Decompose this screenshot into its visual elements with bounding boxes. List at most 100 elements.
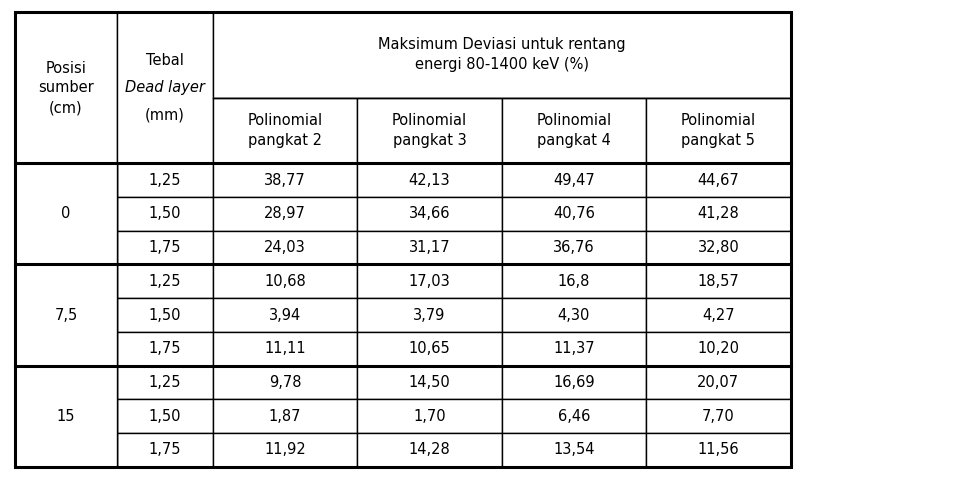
Bar (357, 231, 502, 264)
Bar (117, 163, 213, 197)
Bar (15, 366, 117, 399)
Bar (15, 399, 117, 433)
Text: 15: 15 (57, 408, 75, 424)
Bar (15, 197, 117, 231)
Text: 10,20: 10,20 (697, 341, 740, 356)
Text: 3,94: 3,94 (268, 307, 302, 323)
Text: 13,54: 13,54 (553, 442, 594, 457)
Bar (213, 98, 357, 163)
Text: 18,57: 18,57 (698, 274, 739, 289)
Bar (646, 399, 791, 433)
Text: Polinomial
pangkat 2: Polinomial pangkat 2 (248, 113, 322, 148)
Text: 1,75: 1,75 (148, 442, 182, 457)
Text: 49,47: 49,47 (553, 173, 594, 188)
Bar (15, 12, 117, 163)
Bar (357, 332, 502, 366)
Text: Dead layer: Dead layer (125, 81, 205, 95)
Bar (213, 366, 357, 399)
Bar (646, 433, 791, 467)
Bar (15, 298, 117, 332)
Bar (117, 366, 213, 399)
Bar (646, 366, 791, 399)
Text: 4,27: 4,27 (702, 307, 735, 323)
Text: 11,11: 11,11 (264, 341, 305, 356)
Bar (646, 98, 791, 163)
Bar (117, 433, 213, 467)
Bar (15, 264, 117, 366)
Text: 32,80: 32,80 (698, 240, 739, 255)
Text: 7,70: 7,70 (702, 408, 735, 424)
Text: 34,66: 34,66 (409, 206, 450, 222)
Text: 1,25: 1,25 (148, 375, 182, 390)
Bar (213, 399, 357, 433)
Text: 1,25: 1,25 (148, 274, 182, 289)
Text: 6,46: 6,46 (557, 408, 590, 424)
Bar (357, 433, 502, 467)
Bar (213, 332, 357, 366)
Text: 1,75: 1,75 (148, 341, 182, 356)
Text: 1,50: 1,50 (148, 408, 182, 424)
Bar (15, 433, 117, 467)
Text: 28,97: 28,97 (264, 206, 305, 222)
Bar (15, 332, 117, 366)
Bar (213, 197, 357, 231)
Bar (357, 98, 502, 163)
Bar (213, 231, 357, 264)
Bar (502, 197, 646, 231)
Text: Tebal: Tebal (146, 54, 183, 68)
Bar (213, 264, 357, 298)
Bar (117, 264, 213, 298)
Bar (357, 163, 502, 197)
Text: Posisi
sumber
(cm): Posisi sumber (cm) (38, 61, 94, 115)
Text: 4,30: 4,30 (557, 307, 590, 323)
Bar (15, 231, 117, 264)
Text: 10,65: 10,65 (409, 341, 450, 356)
Bar (15, 12, 791, 467)
Bar (213, 433, 357, 467)
Bar (357, 366, 502, 399)
Text: 14,28: 14,28 (409, 442, 450, 457)
Bar (213, 298, 357, 332)
Text: 24,03: 24,03 (264, 240, 305, 255)
Text: 42,13: 42,13 (409, 173, 450, 188)
Bar (117, 332, 213, 366)
Bar (646, 264, 791, 298)
Text: 38,77: 38,77 (264, 173, 305, 188)
Bar (357, 399, 502, 433)
Text: Maksimum Deviasi untuk rentang
energi 80-1400 keV (%): Maksimum Deviasi untuk rentang energi 80… (378, 38, 626, 72)
Text: 41,28: 41,28 (698, 206, 739, 222)
Text: 1,50: 1,50 (148, 206, 182, 222)
Text: 3,79: 3,79 (413, 307, 446, 323)
Bar (117, 399, 213, 433)
Bar (502, 433, 646, 467)
Text: Polinomial
pangkat 5: Polinomial pangkat 5 (681, 113, 755, 148)
Text: 17,03: 17,03 (409, 274, 450, 289)
Bar (502, 98, 646, 163)
Text: 0: 0 (61, 206, 70, 222)
Text: 44,67: 44,67 (698, 173, 739, 188)
Bar (357, 298, 502, 332)
Text: 20,07: 20,07 (697, 375, 740, 390)
Text: 11,92: 11,92 (264, 442, 305, 457)
Bar (213, 163, 357, 197)
Text: (mm): (mm) (145, 107, 184, 122)
Bar (15, 264, 117, 298)
Bar (357, 197, 502, 231)
Text: 11,56: 11,56 (698, 442, 739, 457)
Bar (15, 366, 117, 467)
Text: 1,75: 1,75 (148, 240, 182, 255)
Text: 9,78: 9,78 (268, 375, 302, 390)
Text: 16,8: 16,8 (557, 274, 590, 289)
Bar (15, 163, 117, 197)
Bar (502, 332, 646, 366)
Text: 10,68: 10,68 (264, 274, 305, 289)
Text: 7,5: 7,5 (55, 307, 77, 323)
Text: 16,69: 16,69 (553, 375, 594, 390)
Text: Polinomial
pangkat 3: Polinomial pangkat 3 (392, 113, 467, 148)
Text: 36,76: 36,76 (553, 240, 594, 255)
Bar (502, 366, 646, 399)
Text: 40,76: 40,76 (553, 206, 594, 222)
Bar (646, 231, 791, 264)
Bar (117, 12, 213, 163)
Bar (117, 231, 213, 264)
